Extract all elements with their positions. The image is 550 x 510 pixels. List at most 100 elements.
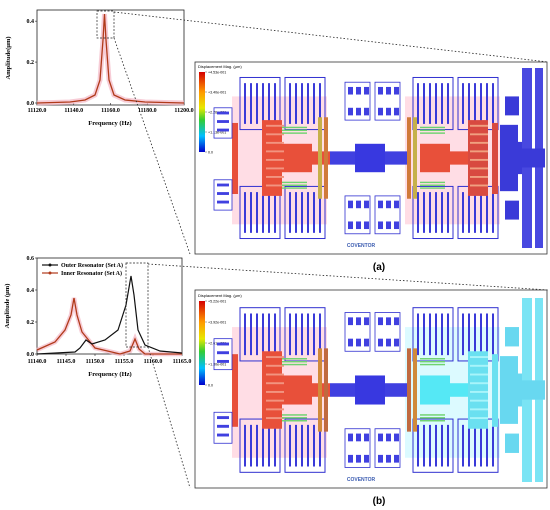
- panel-a-device-part: [420, 129, 445, 131]
- panel-a-device-part: [301, 83, 303, 124]
- panel-a-device-part: [386, 86, 391, 95]
- panel-b-device-part: [417, 424, 419, 467]
- panel-b-device-part: [435, 424, 437, 467]
- panel-b-device-part: [510, 380, 545, 400]
- panel-a-legend-value: +4.53e-001: [208, 70, 226, 74]
- panel-a-device-part: [266, 176, 284, 178]
- panel-a-device-part: [256, 83, 258, 124]
- panel-a-device-part: [217, 111, 229, 115]
- panel-b-device-part: [505, 433, 519, 453]
- panel-b-device-part: [420, 417, 445, 419]
- panel-b-device-part: [480, 313, 482, 356]
- chart-bottom-xtick-label: 11160.0: [144, 359, 163, 365]
- panel-b-device-part: [301, 313, 303, 356]
- chart-top-ytick-label: 0.2: [27, 60, 35, 66]
- panel-a-device-part: [468, 192, 470, 233]
- panel-b-device-part: [470, 382, 488, 385]
- panel-a-device-part: [262, 83, 264, 124]
- panel-b-device-part: [356, 454, 361, 463]
- panel-a-device-part: [417, 192, 419, 233]
- panel-a-device-part: [282, 187, 307, 189]
- panel-a-device-part: [420, 187, 445, 189]
- chart-top-zoom-box: [96, 10, 115, 39]
- panel-b-device-part: [364, 454, 369, 463]
- panel-b-device-part: [486, 313, 488, 356]
- panel-a-device-part: [480, 192, 482, 233]
- panel-a-device-part: [450, 151, 468, 165]
- panel-a-device-part: [420, 181, 445, 184]
- panel-a-device-part: [462, 83, 464, 124]
- panel-b-device-part: [282, 417, 307, 419]
- panel-a-device-part: [462, 192, 464, 233]
- panel-b-device-part: [386, 317, 391, 326]
- chart-top-xtick-label: 11180.0: [138, 108, 157, 114]
- panel-a-device-part: [319, 192, 321, 233]
- panel-a-device-part: [344, 81, 371, 121]
- panel-b-legend-value: +3.92e-001: [208, 320, 226, 324]
- panel-b-device-part: [374, 312, 401, 352]
- panel-a-device-part: [474, 83, 476, 124]
- chart-top: 0.0 0.2 0.4 11120.0 11140.0 11160.0 11180.0 11…: [5, 9, 194, 127]
- panel-a-device-part: [364, 107, 369, 116]
- panel-a-device-part: [239, 185, 281, 240]
- panel-a-device-part: [364, 200, 369, 209]
- panel-a-device-part: [348, 86, 353, 95]
- zoom-connectors: [113, 11, 549, 489]
- panel-b-device-part: [256, 424, 258, 467]
- panel-a-device-part: [307, 83, 309, 124]
- panel-b-device-part: [407, 348, 411, 432]
- panel-a-device-part: [374, 195, 401, 235]
- panel-a-device-part: [244, 83, 246, 124]
- panel-a-device-part: [282, 181, 307, 184]
- panel-b-device-part: [394, 433, 399, 442]
- panel-a-device-part: [386, 107, 391, 116]
- panel-b-device-part: [282, 363, 307, 366]
- panel-a-device-part: [217, 120, 229, 123]
- panel-b-device-part: [217, 351, 229, 355]
- panel-b-device-part: [447, 424, 449, 467]
- panel-b-device-part: [239, 418, 281, 473]
- chart-bottom-xlabel: Frequency (Hz): [88, 371, 131, 378]
- panel-a-device-part: [295, 192, 297, 233]
- panel-a-device-part: [256, 192, 258, 233]
- panel-b-device-part: [348, 433, 353, 442]
- panel-b-device-part: [282, 414, 307, 416]
- chart-bottom-ylabel: Amplitude (µm): [4, 284, 11, 329]
- panel-b-legend-title: Displacement Mag. (µm): [198, 293, 242, 298]
- panel-a-device-part: [386, 200, 391, 209]
- panel-b-device-part: [232, 354, 238, 427]
- panel-b-device-part: [356, 433, 361, 442]
- panel-a-device-part: [282, 126, 307, 129]
- panel-b-device-part: [274, 313, 276, 356]
- panel-a-device-part: [394, 221, 399, 230]
- panel-a-device-part: [492, 83, 494, 124]
- panel-b-device-part: [262, 424, 264, 467]
- panel-a-device-part: [313, 192, 315, 233]
- panel-b-device-part: [244, 313, 246, 356]
- panel-a-device-part: [266, 167, 284, 170]
- panel-a-device-part: [510, 148, 545, 168]
- panel-b-device-part: [295, 424, 297, 467]
- panel-a-device-part: [480, 83, 482, 124]
- panel-b-device-part: [470, 390, 488, 393]
- panel-a-device-part: [486, 83, 488, 124]
- panel-a-device-part: [301, 192, 303, 233]
- panel-a-label: (a): [373, 262, 385, 273]
- chart-bottom: 0.0 0.2 0.4 0.6 11140.0 11145.0 11150.0 11155.…: [4, 256, 191, 378]
- panel-b-device-part: [307, 424, 309, 467]
- panel-b-device-part: [429, 424, 431, 467]
- panel-b-device-part: [266, 356, 284, 359]
- panel-a-device-part: [324, 117, 328, 199]
- panel-a-device-part: [492, 122, 498, 194]
- panel-b-device-part: [295, 313, 297, 356]
- panel-b-device-part: [394, 454, 399, 463]
- panel-a-device-part: [378, 221, 383, 230]
- panel-a-device: [213, 68, 545, 248]
- panel-b-device-part: [217, 359, 229, 363]
- panel-b-device-part: [364, 433, 369, 442]
- panel-a-device-part: [239, 76, 281, 131]
- chart-bottom-ytick-label: 0.2: [27, 320, 35, 326]
- panel-b-device-part: [217, 416, 229, 420]
- legend-inner-resonator: Inner Resonator (Set A): [61, 270, 122, 277]
